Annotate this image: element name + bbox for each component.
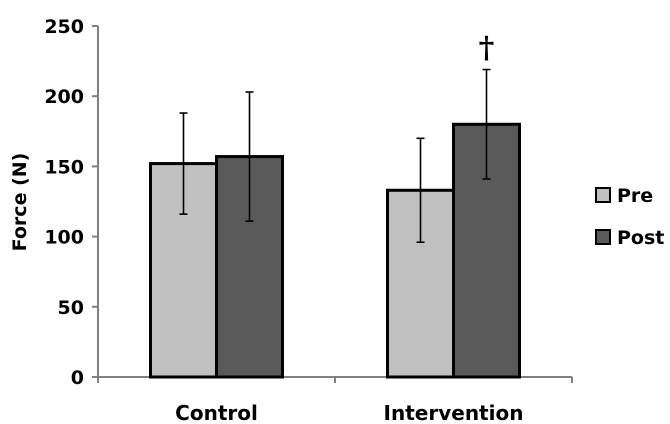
legend-label-post: Post: [617, 227, 664, 249]
x-category-label: Intervention: [384, 401, 524, 424]
bars: [149, 122, 521, 379]
axes: 0 50 100 150 200 250 Control Intervention: [44, 16, 573, 424]
y-axis-label: Force (N): [9, 153, 31, 252]
y-tick-label: 200: [44, 86, 84, 108]
legend: Pre Post: [595, 185, 664, 249]
y-tick-label: 150: [44, 156, 84, 178]
y-tick-label: 0: [71, 367, 84, 389]
legend-swatch-post: [595, 229, 611, 245]
annotations: †: [479, 31, 495, 66]
y-tick-label: 100: [44, 227, 84, 249]
legend-label-pre: Pre: [617, 185, 653, 207]
error-bars: [179, 68, 491, 244]
y-tick-label: 250: [44, 16, 84, 38]
bar-post-intervention: [452, 122, 521, 379]
x-category-label: Control: [175, 401, 258, 424]
significance-marker: †: [479, 31, 495, 66]
y-tick-label: 50: [58, 297, 84, 319]
legend-swatch-pre: [595, 187, 611, 203]
